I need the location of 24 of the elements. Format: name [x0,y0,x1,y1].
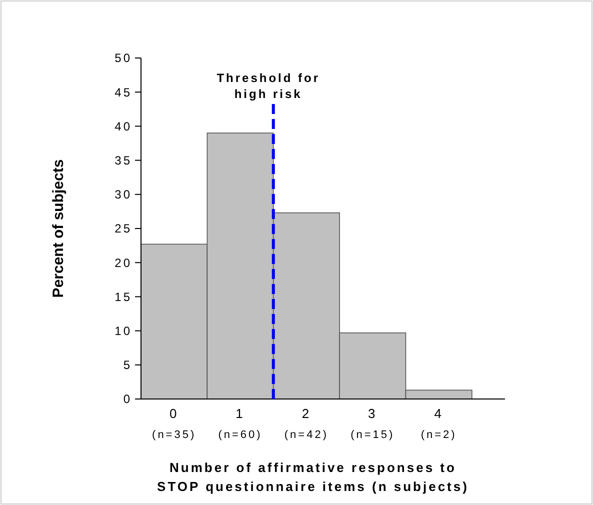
y-tick-label: 10 [114,324,132,338]
y-tick-label: 0 [123,392,132,406]
y-tick-label: 50 [114,51,132,66]
ref-line-label: Threshold for high risk [216,71,320,101]
x-tick-label: 3 [368,406,378,421]
text: (n=60) [218,429,262,441]
y-tick-label: 45 [114,85,132,100]
text: (n=42) [284,429,329,441]
x-tick-label: 1 [236,406,245,421]
y-tick-label: 5 [123,358,132,372]
y-axis-title: Percent of subjects [50,159,67,298]
text: (n=15) [350,429,395,441]
x-tick-label: 4 [434,406,444,421]
text: (n=35) [152,429,196,441]
y-tick-label: 15 [114,290,132,304]
y-tick-label: 35 [114,154,132,168]
x-tick-label: 2 [302,406,312,421]
text: (n=2) [420,429,457,441]
x-axis-title: Number of affirmative responses to STOP questionnaire items (n subjects) [157,460,469,494]
y-tick-label: 40 [114,119,132,134]
x-tick-label: 0 [169,406,179,421]
y-tick-label: 25 [114,222,132,236]
y-tick-label: 30 [114,188,132,202]
y-tick-label: 20 [114,256,132,270]
